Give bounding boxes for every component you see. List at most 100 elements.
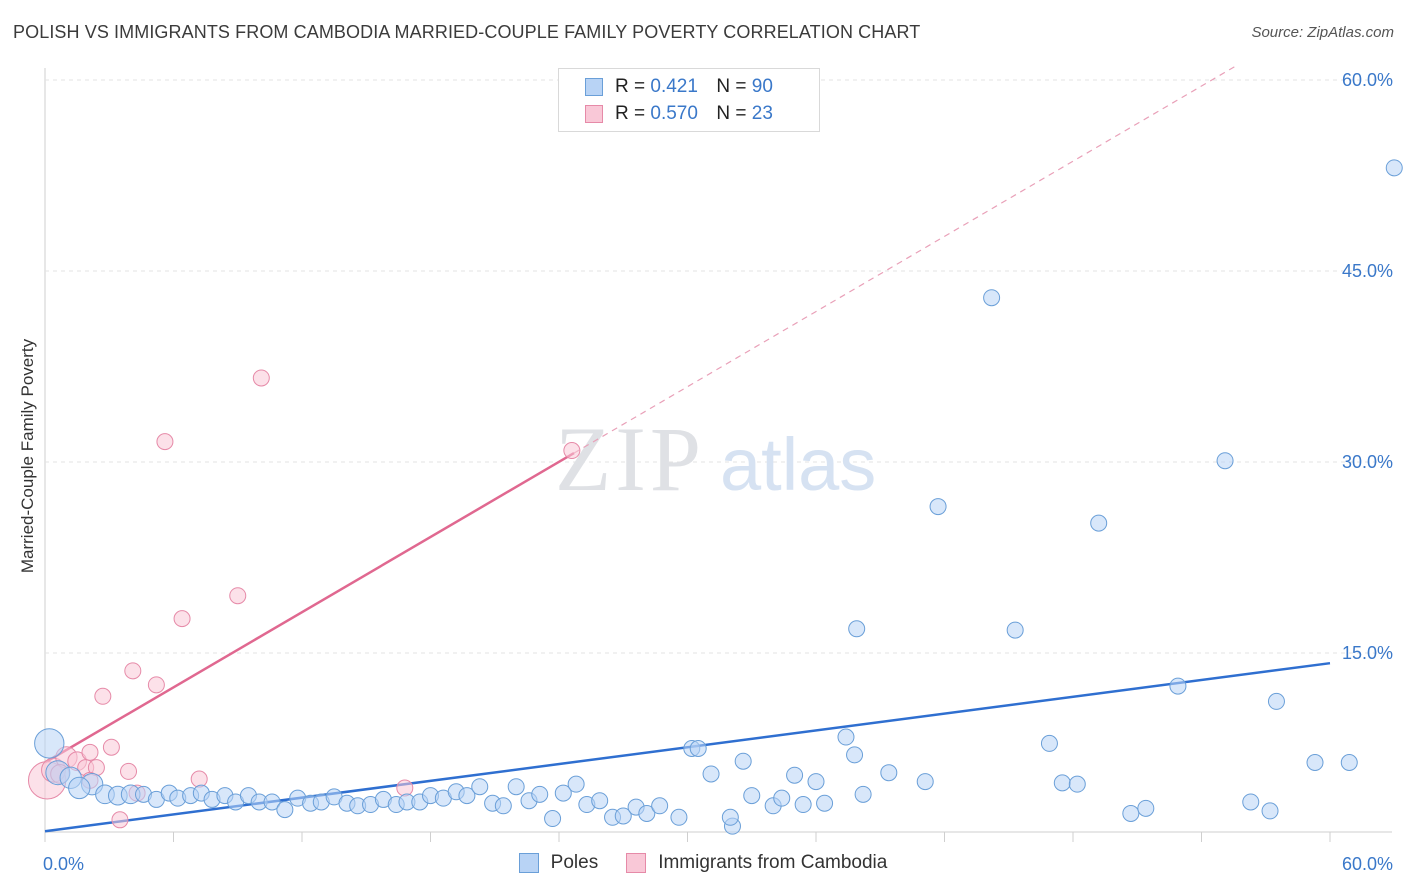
poles-point <box>1122 804 1140 822</box>
chart-title: POLISH VS IMMIGRANTS FROM CAMBODIA MARRI… <box>13 22 921 42</box>
bottom-legend: Poles Immigrants from Cambodia <box>0 852 1406 874</box>
y-tick-label: 15.0% <box>1342 643 1393 663</box>
poles-point <box>1340 754 1358 772</box>
poles-point <box>471 778 489 796</box>
trend-line-cambodia-extension <box>573 64 1239 454</box>
poles-point <box>638 804 656 822</box>
cambodia-point <box>396 779 414 797</box>
cambodia-point <box>81 743 99 761</box>
bottom-legend-label: Immigrants from Cambodia <box>658 852 888 873</box>
poles-point <box>880 764 898 782</box>
x-tick-label: 0.0% <box>43 854 84 874</box>
legend-n-label: N = <box>716 103 747 124</box>
cambodia-point <box>190 770 208 788</box>
source-label: Source: ZipAtlas.com <box>1251 24 1394 41</box>
poles-point <box>494 797 512 815</box>
poles-point <box>651 797 669 815</box>
watermark-atlas: atlas <box>720 423 876 506</box>
legend: R = 0.421 N = 90 R = 0.570 N = 23 <box>558 68 820 132</box>
poles-point <box>34 728 65 759</box>
bottom-swatch-poles <box>518 853 539 873</box>
x-tick-label: 60.0% <box>1342 854 1393 874</box>
poles-point <box>544 810 562 828</box>
poles-point <box>1242 793 1260 811</box>
poles-point <box>554 784 572 802</box>
poles-point <box>929 498 947 516</box>
legend-row-poles: R = 0.421 N = 90 <box>585 74 773 100</box>
bottom-swatch-cambodia <box>626 853 647 873</box>
legend-r-value: 0.570 <box>650 103 698 124</box>
bottom-legend-label: Poles <box>550 852 599 873</box>
poles-point <box>916 773 934 791</box>
poles-point <box>786 766 804 784</box>
poles-point <box>807 773 825 791</box>
watermark-zip: ZIP <box>555 408 705 510</box>
cambodia-point <box>563 442 581 460</box>
grid-lines <box>44 68 1392 833</box>
cambodia-point <box>156 433 174 451</box>
poles-point <box>531 785 549 803</box>
y-axis-label: Married-Couple Family Poverty <box>18 338 37 574</box>
poles-point <box>743 787 761 805</box>
series-poles <box>34 159 1403 835</box>
poles-point <box>773 789 791 807</box>
y-tick-labels: 15.0% 30.0% 45.0% 60.0% <box>1342 70 1393 663</box>
poles-point <box>670 808 688 826</box>
trend-line-cambodia <box>44 452 575 764</box>
legend-r-label: R = <box>615 103 646 124</box>
cambodia-point <box>147 676 165 694</box>
y-tick-label: 60.0% <box>1342 70 1393 90</box>
poles-point <box>846 746 864 764</box>
x-tick-marks <box>44 832 1331 842</box>
poles-point <box>702 765 720 783</box>
poles-point <box>458 787 476 805</box>
poles-point <box>983 289 1001 307</box>
legend-n-value: 23 <box>751 103 773 124</box>
legend-row-cambodia: R = 0.570 N = 23 <box>585 101 773 127</box>
poles-point <box>837 728 855 746</box>
poles-point <box>263 793 281 811</box>
poles-point <box>721 808 739 826</box>
legend-swatch-poles <box>585 78 603 96</box>
poles-point <box>1267 692 1285 710</box>
y-tick-label: 30.0% <box>1342 452 1393 472</box>
poles-point <box>567 775 585 793</box>
cambodia-point <box>124 662 142 680</box>
poles-point <box>68 776 91 800</box>
poles-point <box>734 752 752 770</box>
poles-point <box>1261 802 1279 820</box>
poles-point <box>1306 754 1324 772</box>
poles-point <box>1006 621 1024 639</box>
cambodia-point <box>94 687 112 705</box>
poles-point <box>1040 734 1058 752</box>
poles-point <box>794 796 812 814</box>
poles-point <box>848 620 866 638</box>
poles-point <box>507 778 525 796</box>
poles-point <box>1137 799 1155 817</box>
legend-r-label: R = <box>615 76 646 97</box>
bottom-legend-poles: Poles <box>518 852 599 874</box>
bottom-legend-cambodia: Immigrants from Cambodia <box>626 852 887 874</box>
poles-point <box>1090 514 1108 532</box>
series-cambodia <box>27 369 581 829</box>
y-tick-label: 45.0% <box>1342 261 1393 281</box>
poles-point <box>591 792 609 810</box>
cambodia-point <box>229 587 247 605</box>
poles-point <box>276 801 294 819</box>
cambodia-point <box>111 811 129 829</box>
cambodia-point <box>252 369 270 387</box>
poles-point <box>1216 452 1234 470</box>
poles-point <box>854 785 872 803</box>
poles-point <box>1169 677 1187 695</box>
legend-n-label: N = <box>716 76 747 97</box>
poles-point <box>1385 159 1403 177</box>
poles-point <box>816 794 834 812</box>
legend-r-value: 0.421 <box>650 76 698 97</box>
poles-point <box>689 740 707 757</box>
poles-point <box>1053 774 1071 792</box>
poles-point <box>1068 775 1086 793</box>
poles-point <box>614 807 632 825</box>
legend-swatch-cambodia <box>585 105 603 123</box>
x-tick-labels: 0.0% 60.0% <box>43 854 1393 874</box>
